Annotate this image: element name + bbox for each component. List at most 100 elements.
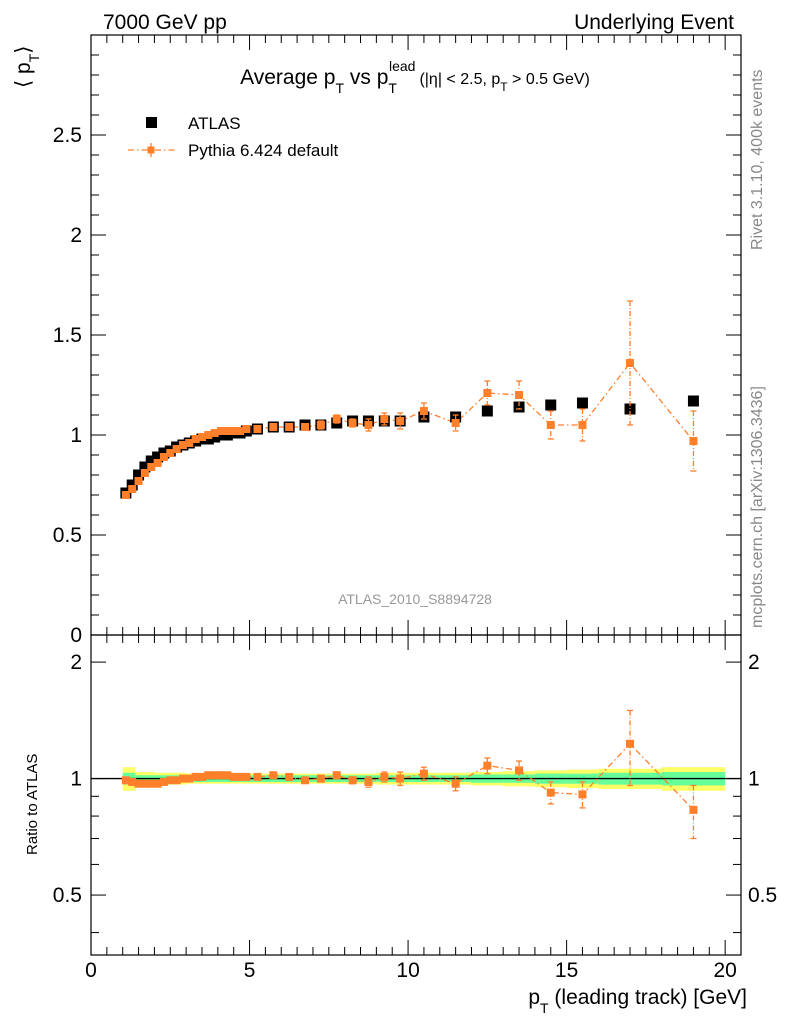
ratio-point (380, 772, 389, 781)
ratio-y-tick-label-right: 0.5 (748, 884, 777, 907)
ratio-ticks (90, 635, 741, 955)
pythia-point (223, 427, 232, 435)
x-tick-label: 0 (85, 959, 97, 982)
pythia-point (134, 477, 143, 485)
legend: ATLAS Pythia 6.424 default (128, 114, 339, 160)
ratio-point (197, 772, 206, 781)
pythia-point (396, 417, 405, 425)
legend-pythia-marker (147, 146, 155, 154)
atlas-point (513, 401, 525, 413)
y-tick-label: 0.5 (53, 524, 82, 547)
ratio-point (316, 774, 325, 783)
ratio-point (396, 774, 405, 783)
ratio-point (191, 772, 200, 781)
ratio-point (185, 774, 194, 783)
ratio-point (223, 771, 232, 780)
pythia-point (451, 419, 460, 427)
x-axis-label: pT (leading track) [GeV] (528, 986, 747, 1016)
energy-label: 7000 GeV pp (103, 11, 227, 34)
pythia-point (380, 415, 389, 423)
ratio-point (269, 771, 278, 780)
pythia-point (285, 423, 294, 431)
pythia-point (217, 427, 225, 435)
ratio-point (121, 776, 130, 785)
atlas-point (545, 399, 557, 411)
ratio-point (153, 779, 162, 788)
pythia-point (178, 441, 187, 449)
ratio-y-tick-label-right: 2 (748, 651, 760, 674)
ratio-point (210, 771, 219, 780)
ratio-point (166, 776, 175, 785)
ratio-point (178, 774, 187, 783)
pythia-point (128, 485, 137, 493)
ratio-y-tick-label: 1 (70, 768, 82, 791)
atlas-point (481, 405, 493, 417)
ratio-point (128, 777, 137, 786)
pythia-point (210, 429, 219, 437)
pythia-point (197, 433, 206, 441)
ratio-point (546, 788, 555, 797)
pythia-point (546, 421, 555, 429)
mcplots-label: mcplots.cern.ch [arXiv:1306.3436] (749, 386, 766, 628)
atlas-point (576, 397, 588, 409)
main-ylabel: ⟨ pT⟩ (12, 46, 42, 88)
xtick-labels: 0 5 10 15 20 (85, 959, 737, 982)
pythia-point (316, 421, 325, 429)
pythia-point (172, 445, 181, 453)
ratio-point (419, 769, 428, 778)
ratio-point (301, 776, 310, 785)
pythia-point (242, 425, 251, 433)
atlas-point (687, 395, 699, 407)
ratio-point (140, 779, 149, 788)
atlas-point (133, 469, 145, 481)
ratio-point (626, 739, 635, 748)
ratio-point (483, 761, 492, 770)
pythia-point (348, 419, 357, 427)
ratio-point (242, 772, 251, 781)
pythia-point (419, 407, 428, 415)
ratio-point (348, 776, 357, 785)
pythia-point (159, 453, 168, 461)
ratio-point (515, 766, 524, 775)
ratio-y-tick-label-right: 1 (748, 768, 760, 791)
pythia-point (204, 431, 213, 439)
pythia-point (364, 421, 373, 429)
ratio-point (172, 776, 181, 785)
pythia-point (332, 415, 341, 423)
legend-pythia-label: Pythia 6.424 default (188, 141, 339, 160)
y-tick-label: 1.5 (53, 324, 82, 347)
pythia-point (121, 491, 130, 499)
pythia-point (236, 427, 245, 435)
ratio-point (451, 779, 460, 788)
pythia-point (147, 463, 156, 471)
rivet-label: Rivet 3.1.10, 400k events (749, 69, 766, 250)
atlas-point (139, 461, 151, 473)
ratio-point (253, 772, 262, 781)
pythia-point (140, 469, 149, 477)
ratio-point (147, 779, 156, 788)
ratio-ytick-labels: 0.5 0.5 1 1 2 2 (53, 651, 777, 907)
x-tick-label: 15 (555, 959, 578, 982)
pythia-point (483, 389, 492, 397)
y-tick-label: 1 (70, 424, 82, 447)
ratio-panel: 0.5 0.5 1 1 2 2 0 5 10 15 20 Ratio to ATLAS pT (l… (24, 634, 777, 1016)
pythia-point (301, 423, 310, 431)
ratio-point (217, 771, 225, 780)
y-tick-label: 2 (70, 224, 82, 247)
process-label: Underlying Event (574, 11, 734, 34)
ratio-point (578, 790, 587, 799)
ratio-point (332, 771, 341, 780)
atlas-point (152, 451, 164, 463)
main-title: Average pT vs pTlead(|η| < 2.5, pT > 0.5… (240, 58, 590, 96)
ratio-y-tick-label: 2 (70, 651, 82, 674)
pythia-point (153, 459, 162, 467)
watermark: ATLAS_2010_S8894728 (338, 591, 492, 607)
ratio-point (204, 771, 213, 780)
y-tick-label: 0 (70, 624, 82, 647)
x-tick-label: 20 (713, 959, 736, 982)
legend-atlas-marker (146, 117, 157, 128)
main-panel: 0 0.5 1 1.5 2 2.5 Average pT vs pTlead(|η| < … (12, 34, 742, 647)
atlas-point (145, 455, 157, 467)
ratio-point (689, 805, 698, 814)
